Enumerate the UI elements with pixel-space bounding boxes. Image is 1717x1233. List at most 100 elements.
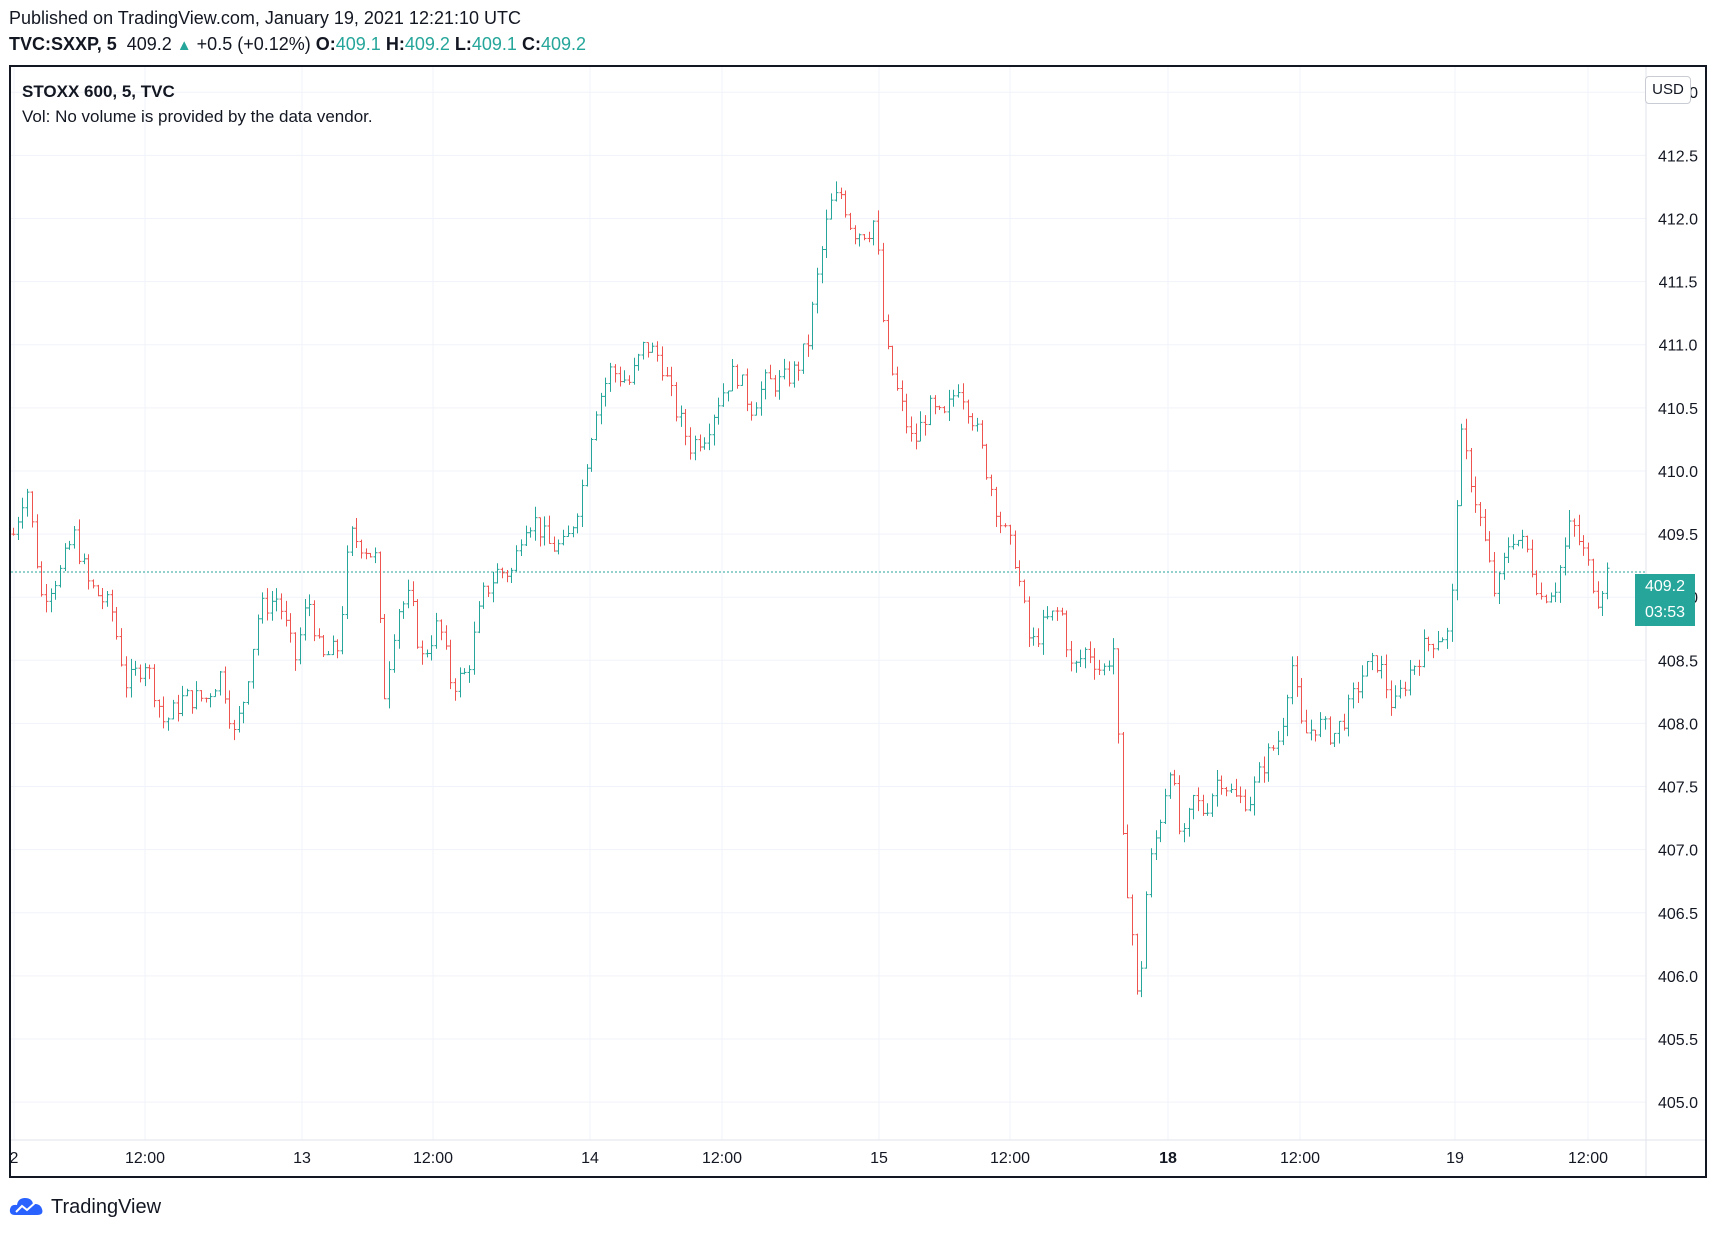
brand-name: TradingView [51,1195,162,1218]
ohlc-bar [505,570,510,583]
ohlc-bar [1088,641,1093,664]
ohlc-bar [1596,581,1601,609]
ohlc-bar [933,395,938,415]
ohlc-bar [1431,643,1436,659]
ohlc-bar [787,361,792,387]
ohlc-bar [288,613,293,643]
ohlc-bar [1483,509,1488,542]
ohlc-bar [636,353,641,371]
ohlc-bar [1389,680,1394,716]
ohlc-bar [712,414,717,446]
x-tick-label: 12:00 [990,1150,1030,1167]
legend-title[interactable]: STOXX 600, 5, TVC [22,82,175,101]
ohlc-bar [58,565,63,588]
ohlc-bar [1553,582,1558,603]
ohlc-bar [1563,537,1568,576]
ohlc-bar [1257,762,1262,783]
ohlc-bar [585,464,590,487]
ohlc-bar [1572,518,1577,537]
y-tick-label: 412.5 [1658,148,1698,165]
y-tick-label: 411.0 [1659,338,1698,355]
ohlc-bar [246,681,251,705]
currency-button[interactable]: USD [1645,76,1691,104]
ohlc-bar [1605,562,1610,600]
ohlc-bar [194,681,199,710]
ohlc-bar [1375,655,1380,673]
ohlc-bar [1398,679,1403,699]
ohlc-bar [1473,476,1478,513]
ohlc-bar [1492,551,1497,597]
ohlc-bar [185,688,190,697]
y-tick-label: 407.0 [1658,843,1698,860]
ohlc-bar [133,660,138,676]
ohlc-bar [749,401,754,421]
ohlc-bar [312,600,317,642]
ohlc-bar [1360,665,1365,699]
ohlc-bar [152,664,157,708]
ohlc-bar [881,242,886,323]
ohlc-bar [1078,649,1083,668]
ohlc-bar [698,434,703,452]
y-tick-label: 410.0 [1658,464,1698,481]
ohlc-bar [1069,641,1074,672]
ohlc-bar [599,392,604,425]
ohlc-bar [453,678,458,701]
ohlc-bar [213,689,218,698]
last-price: 409.2 [126,34,172,54]
ohlc-bar [1539,582,1544,600]
ohlc-bar [110,589,115,622]
ohlc-bar [980,420,985,449]
ohlc-bar [561,529,566,546]
ohlc-bar [961,383,966,410]
y-tick-label: 408.0 [1658,716,1698,733]
ohlc-bar [665,366,670,377]
ohlc-bar [1234,778,1239,797]
ohlc-bar [321,634,326,657]
ohlc-bar [364,548,369,560]
ohlc-bar [782,358,787,380]
ohlc-bar [796,361,801,381]
countdown-tag: 03:53 [1635,600,1695,626]
ohlc-bar [359,539,364,559]
ohlc-bar [1036,628,1041,647]
ohlc-bar [1356,681,1361,704]
ohlc-bar [1497,571,1502,604]
ohlc-bar [754,402,759,416]
ohlc-bar [1060,607,1065,616]
ohlc-bar [1102,663,1107,676]
ohlc-bar [1323,716,1328,730]
ohlc-bar [603,377,608,407]
ohlc-bar [495,563,500,584]
ohlc-bar [1187,807,1192,837]
ohlc-bar [340,606,345,655]
ohlc-bar [1031,627,1036,646]
ohlc-bar [923,415,928,436]
ohlc-bar [96,584,101,597]
ohlc-bar [693,435,698,461]
ohlc-bar [594,411,599,441]
ohlc-bar [966,399,971,424]
ohlc-bar [491,571,496,603]
ohlc-bar [1318,712,1323,738]
ohlc-bar [1210,793,1215,817]
ohlc-bar [1534,570,1539,596]
ohlc-bar [951,389,956,407]
x-tick-label: 14 [581,1150,599,1167]
ohlc-bar [730,358,735,392]
ohlc-bar [439,619,444,641]
open-label: O: [315,34,336,54]
ohlc-bar [683,409,688,446]
ohlc-bar [820,246,825,284]
ohlc-bar [876,210,881,255]
ohlc-bar [256,614,261,656]
ohlc-bar [1342,713,1347,731]
tradingview-logo[interactable]: TradingView [9,1192,161,1222]
ohlc-bar [1027,596,1032,647]
ohlc-bar [486,585,491,598]
ohlc-bar [810,301,815,350]
ohlc-bar [669,366,674,397]
ohlc-bar [11,527,16,536]
ohlc-bar [622,370,627,383]
ohlc-bar [373,547,378,564]
